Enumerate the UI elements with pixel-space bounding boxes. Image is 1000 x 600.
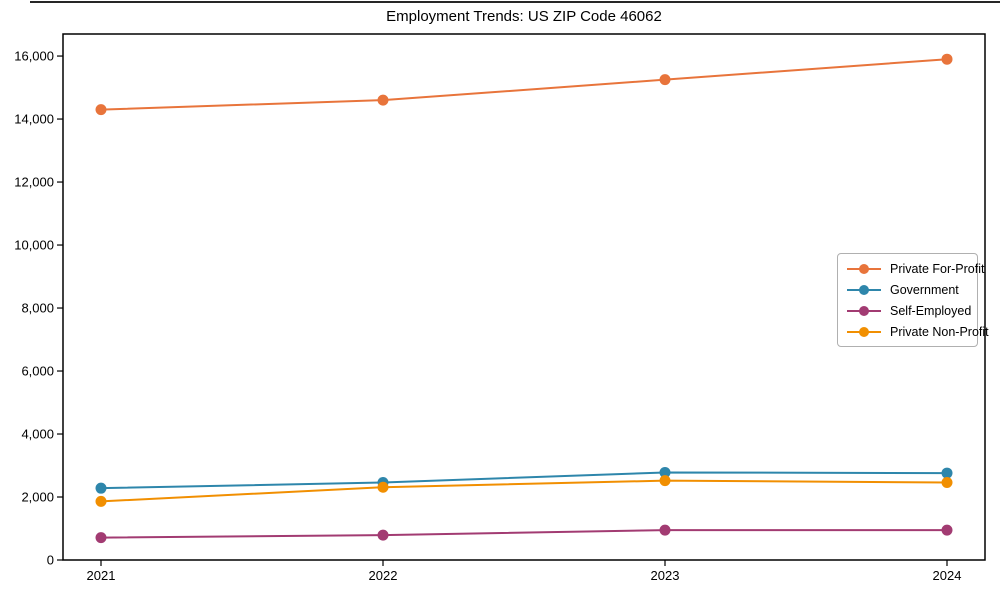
y-tick-label: 14,000 [14,112,54,127]
y-tick-label: 8,000 [21,301,54,316]
data-point[interactable] [95,495,107,507]
data-point[interactable] [659,475,671,487]
data-point[interactable] [95,482,107,494]
data-point[interactable] [941,477,953,489]
y-tick-label: 12,000 [14,175,54,190]
y-tick-label: 16,000 [14,49,54,64]
data-point[interactable] [659,466,671,478]
data-point[interactable] [941,524,953,536]
data-point[interactable] [377,529,389,541]
y-tick-label: 0 [47,553,54,568]
chart-title: Employment Trends: US ZIP Code 46062 [386,8,662,25]
data-point[interactable] [941,467,953,479]
legend-item[interactable]: Government [846,279,971,300]
plot-border [62,33,986,561]
data-point[interactable] [941,53,953,65]
x-tick-label: 2022 [369,568,398,583]
legend-item[interactable]: Private For-Profit [846,258,984,279]
y-tick-label: 4,000 [21,427,54,442]
x-tick-label: 2024 [933,568,962,583]
y-tick-label: 2,000 [21,490,54,505]
data-point[interactable] [95,532,107,544]
y-tick-label: 10,000 [14,238,54,253]
legend-item[interactable]: Self-Employed [846,300,971,321]
legend-line-marker-icon [847,284,881,295]
legend-box: Private For-Profit Government Self-Emplo… [837,253,989,347]
series-line [100,58,948,111]
series-line [100,529,947,539]
x-tick-label: 2021 [87,568,116,583]
legend-line-marker-icon [847,305,881,316]
legend-item-label: Government [890,282,959,297]
x-tick-label: 2023 [651,568,680,583]
legend-line-marker-icon [847,263,881,274]
data-point[interactable] [377,481,389,493]
data-point[interactable] [377,94,389,106]
y-tick-label: 6,000 [21,364,54,379]
legend-line-marker-icon [847,326,881,337]
window-top-border [30,1,1000,3]
data-point[interactable] [659,524,671,536]
series-line [100,479,948,503]
legend-item[interactable]: Private Non-Profit [846,321,989,342]
series-line [100,471,948,490]
legend-item-label: Private Non-Profit [890,324,989,339]
legend-item-label: Self-Employed [890,303,972,318]
data-point[interactable] [95,104,107,116]
legend-item-label: Private For-Profit [890,261,985,276]
data-point[interactable] [659,74,671,86]
